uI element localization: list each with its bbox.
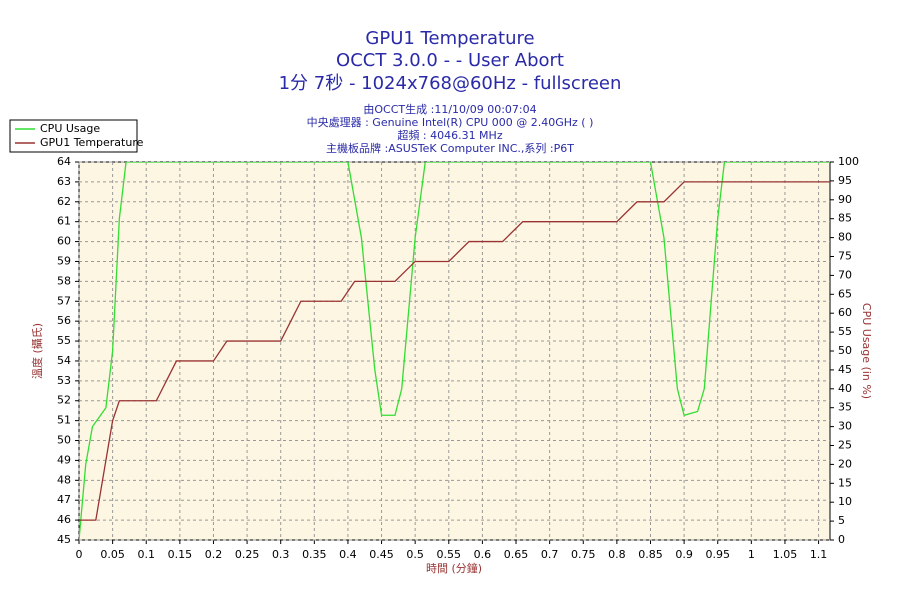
series-line (79, 162, 830, 540)
x-tick-label: 0.05 (100, 548, 125, 561)
y2-tick-label: 35 (838, 401, 852, 414)
y-tick-label: 58 (57, 274, 71, 287)
y-axis-label: 溫度 (攝氏) (30, 323, 44, 379)
y2-tick-label: 70 (838, 268, 852, 281)
x-tick-label: 0.15 (168, 548, 193, 561)
x-tick-label: 1.1 (810, 548, 828, 561)
x-tick-label: 1 (748, 548, 755, 561)
y2-tick-label: 75 (838, 250, 852, 263)
y2-tick-label: 45 (838, 363, 852, 376)
x-tick-label: 0.9 (675, 548, 693, 561)
y2-tick-label: 40 (838, 382, 852, 395)
y2-tick-label: 10 (838, 495, 852, 508)
y-tick-label: 46 (57, 513, 71, 526)
x-tick-label: 0.25 (235, 548, 260, 561)
title: 1分 7秒 - 1024x768@60Hz - fullscreen (279, 73, 622, 94)
x-tick-label: 0.6 (474, 548, 492, 561)
subtitle: 中央處理器 : Genuine Intel(R) CPU 000 @ 2.40G… (307, 115, 594, 129)
y2-tick-label: 25 (838, 439, 852, 452)
x-tick-label: 0.2 (205, 548, 223, 561)
y-tick-label: 48 (57, 473, 71, 486)
plot-area (78, 161, 831, 541)
y-tick-label: 63 (57, 175, 71, 188)
x-tick-label: 0.75 (571, 548, 596, 561)
x-tick-label: 1.05 (773, 548, 798, 561)
y-tick-label: 47 (57, 493, 71, 506)
y2-tick-label: 65 (838, 287, 852, 300)
y-tick-label: 52 (57, 394, 71, 407)
y2-tick-label: 20 (838, 457, 852, 470)
y-tick-label: 51 (57, 414, 71, 427)
legend-label: GPU1 Temperature (40, 136, 144, 149)
x-tick-label: 0.95 (705, 548, 730, 561)
y2-tick-label: 0 (838, 533, 845, 546)
x-tick-label: 0.1 (137, 548, 155, 561)
x-tick-label: 0 (76, 548, 83, 561)
y-tick-label: 49 (57, 453, 71, 466)
y2-tick-label: 60 (838, 306, 852, 319)
y-tick-label: 56 (57, 314, 71, 327)
y-tick-label: 57 (57, 294, 71, 307)
y2-tick-label: 95 (838, 174, 852, 187)
x-tick-label: 0.8 (608, 548, 626, 561)
y2-axis-label: CPU Usage (in %) (860, 303, 873, 399)
y2-tick-label: 80 (838, 231, 852, 244)
y2-tick-label: 85 (838, 212, 852, 225)
y-tick-label: 55 (57, 334, 71, 347)
y-tick-label: 50 (57, 434, 71, 447)
x-tick-label: 0.4 (339, 548, 357, 561)
y2-tick-label: 90 (838, 193, 852, 206)
x-tick-label: 0.3 (272, 548, 290, 561)
y-tick-label: 45 (57, 533, 71, 546)
y2-tick-label: 50 (838, 344, 852, 357)
y2-tick-label: 5 (838, 514, 845, 527)
y-tick-label: 59 (57, 254, 71, 267)
subtitle: 主機板品牌 :ASUSTeK Computer INC.,系列 :P6T (326, 141, 574, 155)
title: OCCT 3.0.0 - - User Abort (336, 50, 564, 71)
x-tick-label: 0.5 (406, 548, 424, 561)
x-tick-label: 0.85 (638, 548, 663, 561)
subtitle: 由OCCT生成 :11/10/09 00:07:04 (363, 102, 536, 116)
series-line (79, 181, 830, 521)
x-tick-label: 0.45 (369, 548, 394, 561)
legend (9, 119, 138, 153)
x-tick-label: 0.65 (504, 548, 529, 561)
y2-tick-label: 30 (838, 420, 852, 433)
x-tick-label: 0.55 (437, 548, 462, 561)
subtitle: 超頻 : 4046.31 MHz (397, 128, 502, 142)
title: GPU1 Temperature (365, 28, 534, 49)
y-tick-label: 60 (57, 235, 71, 248)
x-tick-label: 0.7 (541, 548, 559, 561)
y-tick-label: 53 (57, 374, 71, 387)
y-tick-label: 62 (57, 195, 71, 208)
x-axis-label: 時間 (分鐘) (426, 561, 482, 575)
y-tick-label: 61 (57, 215, 71, 228)
y2-tick-label: 55 (838, 325, 852, 338)
y2-tick-label: 15 (838, 476, 852, 489)
y2-tick-label: 100 (838, 155, 859, 168)
x-tick-label: 0.35 (302, 548, 327, 561)
y-tick-label: 64 (57, 155, 71, 168)
y-tick-label: 54 (57, 354, 71, 367)
legend-label: CPU Usage (40, 122, 100, 135)
